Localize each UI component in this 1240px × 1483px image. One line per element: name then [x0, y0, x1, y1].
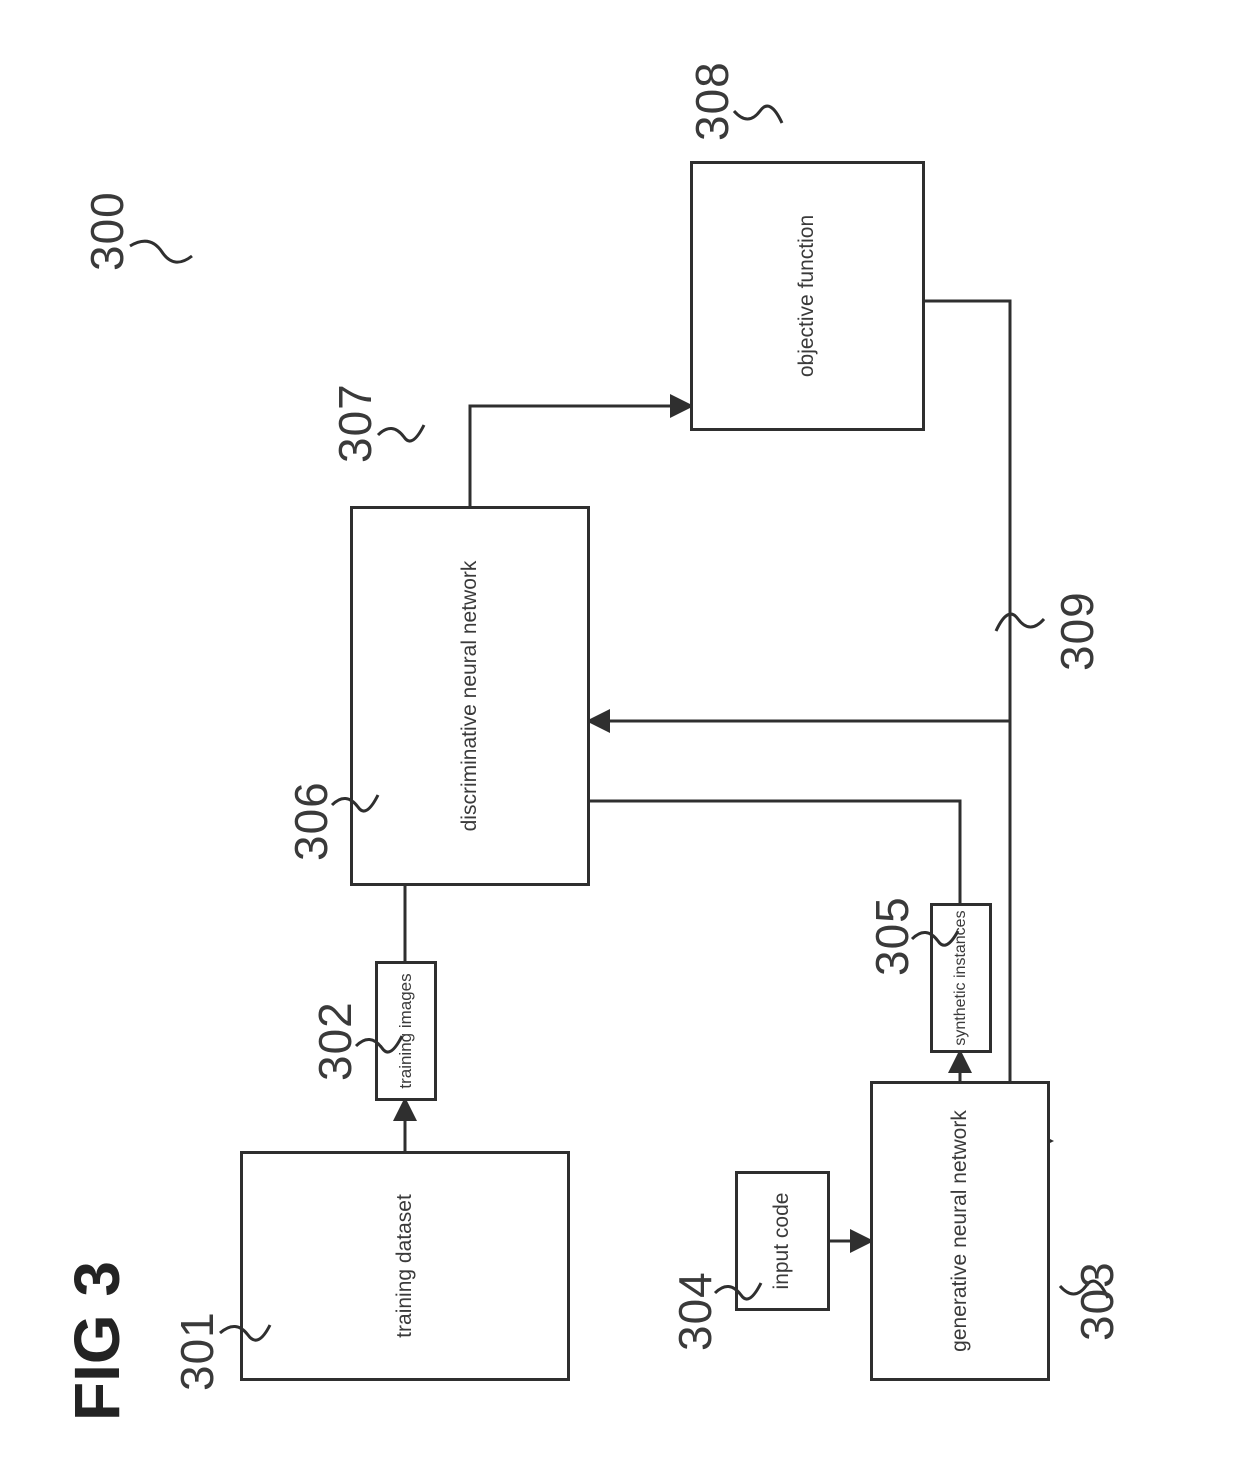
leadline-306	[332, 795, 378, 811]
leadline-301	[220, 1325, 270, 1340]
leadline-307	[378, 425, 424, 441]
leadline-309	[996, 614, 1044, 631]
ref-303: 303	[1070, 1261, 1124, 1341]
leadline-layer	[50, 41, 1190, 1441]
ref-300: 300	[80, 191, 134, 271]
ref-309: 309	[1050, 591, 1104, 671]
ref-301: 301	[170, 1311, 224, 1391]
ref-302: 302	[308, 1001, 362, 1081]
ref-304: 304	[668, 1271, 722, 1351]
canvas: FIG 3 traini	[0, 0, 1240, 1483]
leadline-300	[130, 241, 192, 262]
leadline-308	[734, 106, 782, 123]
ref-308: 308	[685, 61, 739, 141]
diagram-scene: FIG 3 traini	[50, 41, 1190, 1441]
ref-306: 306	[284, 781, 338, 861]
leadline-302	[356, 1036, 402, 1052]
ref-307: 307	[328, 383, 382, 463]
ref-305: 305	[865, 896, 919, 976]
